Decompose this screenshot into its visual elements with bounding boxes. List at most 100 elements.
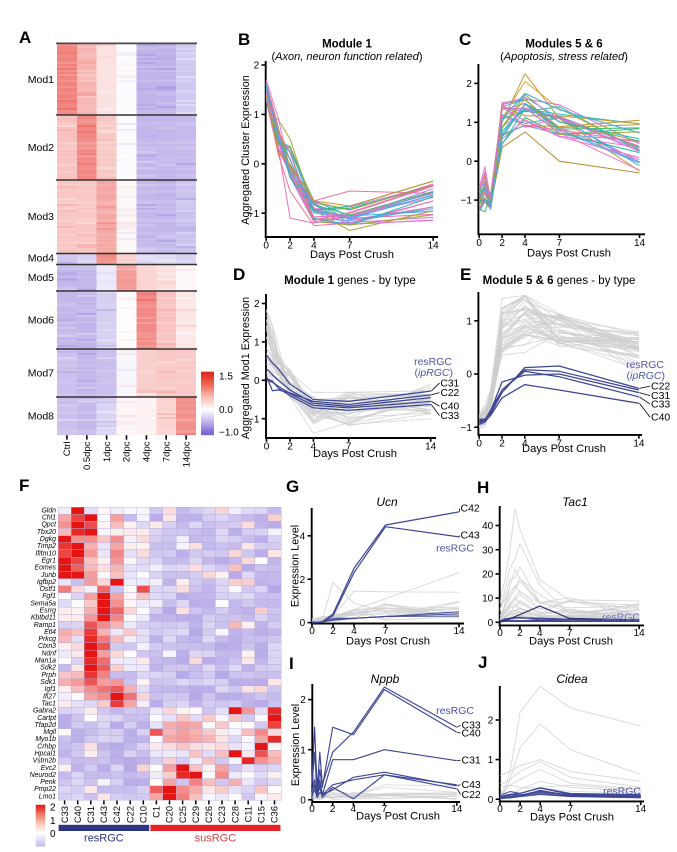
- svg-text:2: 2: [499, 439, 505, 450]
- svg-text:Tfap2d: Tfap2d: [35, 722, 58, 729]
- svg-text:Kbtbd11: Kbtbd11: [31, 615, 56, 622]
- svg-text:C: C: [459, 30, 471, 49]
- svg-text:Tbx20: Tbx20: [37, 529, 56, 536]
- svg-text:1: 1: [254, 110, 260, 121]
- svg-text:2: 2: [287, 442, 293, 453]
- svg-text:Days Post Crush: Days Post Crush: [346, 636, 430, 648]
- svg-text:0: 0: [466, 370, 472, 381]
- svg-text:−1: −1: [460, 423, 472, 434]
- svg-text:C36: C36: [270, 806, 280, 823]
- svg-text:4: 4: [351, 804, 357, 815]
- svg-text:0: 0: [264, 442, 270, 453]
- svg-text:0: 0: [309, 626, 315, 637]
- svg-text:14: 14: [634, 238, 646, 249]
- svg-text:resRGC: resRGC: [626, 359, 664, 371]
- svg-text:Crhbp: Crhbp: [37, 743, 56, 750]
- svg-text:Dgkg: Dgkg: [40, 536, 56, 543]
- svg-text:Mod8: Mod8: [28, 411, 54, 423]
- svg-text:G: G: [286, 477, 299, 496]
- svg-text:Mod5: Mod5: [28, 272, 54, 284]
- svg-text:Penk: Penk: [40, 779, 56, 786]
- svg-text:C31: C31: [86, 806, 96, 823]
- svg-text:(ipRGC): (ipRGC): [414, 367, 453, 379]
- svg-text:Man1a: Man1a: [35, 658, 56, 665]
- svg-text:Mod3: Mod3: [28, 211, 54, 223]
- svg-text:Tac1: Tac1: [562, 495, 588, 509]
- svg-text:Ostf1: Ostf1: [40, 586, 57, 593]
- svg-text:7: 7: [383, 626, 389, 637]
- svg-text:0: 0: [476, 238, 482, 249]
- svg-text:Days Post Crush: Days Post Crush: [313, 448, 397, 460]
- svg-text:Mod6: Mod6: [28, 315, 54, 327]
- svg-text:2: 2: [517, 628, 523, 639]
- svg-text:2: 2: [466, 79, 472, 90]
- svg-text:7: 7: [557, 238, 563, 249]
- svg-text:1: 1: [300, 745, 306, 756]
- svg-text:10: 10: [482, 594, 494, 605]
- svg-text:0: 0: [254, 376, 260, 387]
- svg-text:C43: C43: [99, 806, 109, 823]
- svg-text:J: J: [478, 653, 487, 672]
- svg-text:0: 0: [263, 241, 269, 252]
- svg-text:C43: C43: [462, 779, 481, 791]
- svg-text:0: 0: [497, 804, 503, 815]
- svg-text:2: 2: [300, 695, 306, 706]
- svg-text:C11: C11: [243, 806, 253, 822]
- svg-text:H: H: [477, 478, 489, 497]
- svg-text:Prkcg: Prkcg: [38, 636, 56, 643]
- svg-text:4: 4: [311, 241, 317, 252]
- svg-text:4dpc: 4dpc: [142, 441, 153, 462]
- svg-text:C29: C29: [191, 806, 201, 823]
- svg-text:Esrrg: Esrrg: [40, 608, 57, 615]
- svg-text:Sdk1: Sdk1: [40, 679, 56, 686]
- svg-text:Ucn: Ucn: [376, 495, 398, 509]
- svg-text:4: 4: [351, 626, 357, 637]
- svg-text:2: 2: [330, 804, 336, 815]
- svg-text:2: 2: [499, 238, 505, 249]
- svg-text:Ctxn3: Ctxn3: [38, 643, 56, 650]
- svg-text:−1: −1: [248, 209, 260, 220]
- svg-text:0: 0: [300, 618, 306, 629]
- svg-text:Nppb: Nppb: [371, 672, 400, 686]
- svg-text:C22: C22: [651, 381, 670, 393]
- svg-text:C1: C1: [152, 806, 162, 818]
- svg-text:Days Post Crush: Days Post Crush: [310, 249, 394, 261]
- svg-text:1: 1: [466, 118, 472, 129]
- svg-text:2: 2: [488, 716, 494, 727]
- svg-text:C22: C22: [125, 806, 135, 823]
- svg-text:C40: C40: [651, 412, 670, 424]
- svg-text:2: 2: [254, 61, 260, 72]
- svg-text:4: 4: [311, 442, 317, 453]
- svg-text:Mod2: Mod2: [28, 142, 54, 154]
- svg-text:C31: C31: [651, 390, 670, 402]
- svg-text:2dpc: 2dpc: [122, 441, 133, 462]
- svg-text:Myo1b: Myo1b: [35, 736, 56, 743]
- svg-text:Evc2: Evc2: [41, 765, 56, 772]
- svg-text:0: 0: [476, 439, 482, 450]
- svg-text:20: 20: [482, 570, 494, 581]
- svg-text:14: 14: [451, 804, 463, 815]
- svg-text:Days Post Crush: Days Post Crush: [356, 811, 440, 823]
- svg-text:C15: C15: [257, 806, 267, 823]
- svg-text:0: 0: [254, 159, 260, 170]
- svg-text:Ifitm10: Ifitm10: [35, 550, 56, 557]
- svg-text:7dpc: 7dpc: [161, 441, 172, 462]
- svg-text:7: 7: [382, 804, 388, 815]
- svg-text:C23: C23: [217, 806, 227, 823]
- svg-text:(Axon, neuron function related: (Axon, neuron function related): [271, 51, 422, 63]
- svg-text:14: 14: [428, 241, 440, 252]
- svg-text:C26: C26: [204, 806, 214, 823]
- svg-text:Sdk2: Sdk2: [40, 665, 56, 672]
- svg-text:C33: C33: [441, 411, 460, 422]
- svg-text:0.0: 0.0: [219, 405, 233, 416]
- svg-text:resRGC: resRGC: [603, 786, 641, 798]
- svg-text:14: 14: [635, 804, 647, 815]
- svg-text:14: 14: [633, 439, 645, 450]
- svg-text:C31: C31: [441, 379, 460, 390]
- svg-text:−1: −1: [248, 414, 260, 425]
- svg-text:Module 5 & 6 genes - by type: Module 5 & 6 genes - by type: [483, 275, 636, 287]
- svg-text:Mod4: Mod4: [28, 253, 54, 265]
- svg-text:4: 4: [300, 531, 306, 542]
- svg-text:Igfbp2: Igfbp2: [37, 579, 56, 586]
- svg-text:Module 1: Module 1: [322, 39, 372, 51]
